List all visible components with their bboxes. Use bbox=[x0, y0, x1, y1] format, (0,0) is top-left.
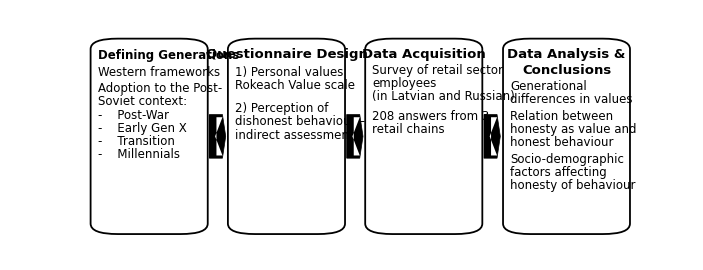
Polygon shape bbox=[347, 114, 363, 158]
Text: -    Millennials: - Millennials bbox=[98, 148, 180, 161]
Text: indirect assessment: indirect assessment bbox=[235, 129, 354, 142]
FancyBboxPatch shape bbox=[91, 39, 208, 234]
Text: factors affecting: factors affecting bbox=[510, 166, 607, 179]
Polygon shape bbox=[209, 114, 217, 158]
Text: honest behaviour: honest behaviour bbox=[510, 136, 614, 149]
Text: Socio-demographic: Socio-demographic bbox=[510, 153, 624, 166]
FancyBboxPatch shape bbox=[503, 39, 630, 234]
Text: Data Analysis &
Conclusions: Data Analysis & Conclusions bbox=[508, 48, 626, 77]
Text: 1) Personal values: 1) Personal values bbox=[235, 66, 343, 79]
Text: (in Latvian and Russian): (in Latvian and Russian) bbox=[373, 90, 515, 103]
Text: Relation between: Relation between bbox=[510, 110, 613, 123]
Text: Adoption to the Post-: Adoption to the Post- bbox=[98, 82, 222, 95]
Text: 2) Perception of: 2) Perception of bbox=[235, 102, 328, 115]
Polygon shape bbox=[484, 114, 501, 158]
Text: Generational: Generational bbox=[510, 80, 587, 93]
Text: Questionnaire Design: Questionnaire Design bbox=[205, 48, 368, 61]
Text: employees: employees bbox=[373, 77, 437, 90]
Text: -    Transition: - Transition bbox=[98, 135, 174, 148]
Text: Survey of retail sector: Survey of retail sector bbox=[373, 64, 503, 77]
Text: Defining Generations: Defining Generations bbox=[98, 49, 239, 62]
Polygon shape bbox=[352, 117, 360, 156]
Text: Data Acquisition: Data Acquisition bbox=[362, 48, 486, 61]
Text: honesty as value and: honesty as value and bbox=[510, 123, 637, 136]
Text: differences in values: differences in values bbox=[510, 93, 633, 106]
Text: Western frameworks: Western frameworks bbox=[98, 66, 220, 79]
Polygon shape bbox=[490, 117, 497, 156]
Polygon shape bbox=[215, 117, 222, 156]
Polygon shape bbox=[484, 114, 491, 158]
Text: 208 answers from 3: 208 answers from 3 bbox=[373, 110, 489, 123]
Text: -    Post-War: - Post-War bbox=[98, 109, 169, 122]
Polygon shape bbox=[209, 114, 226, 158]
Text: Soviet context:: Soviet context: bbox=[98, 95, 187, 109]
Text: Rokeach Value scale: Rokeach Value scale bbox=[235, 79, 355, 92]
FancyBboxPatch shape bbox=[228, 39, 345, 234]
Text: -    Early Gen X: - Early Gen X bbox=[98, 122, 186, 135]
Text: dishonest behaviour –: dishonest behaviour – bbox=[235, 116, 365, 129]
Text: retail chains: retail chains bbox=[373, 123, 445, 136]
Polygon shape bbox=[347, 114, 354, 158]
Text: honesty of behaviour: honesty of behaviour bbox=[510, 179, 636, 192]
FancyBboxPatch shape bbox=[365, 39, 482, 234]
